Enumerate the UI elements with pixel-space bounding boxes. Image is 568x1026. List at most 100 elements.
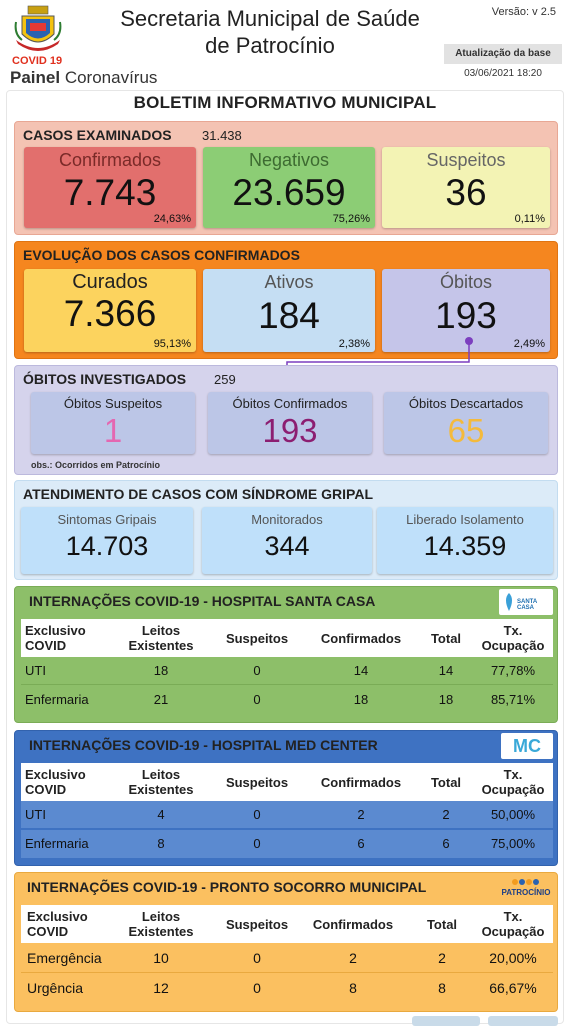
th-confirmados: Confirmados xyxy=(312,917,394,932)
card-label: Curados xyxy=(72,271,148,293)
card-obitos[interactable]: Óbitos 193 2,49% xyxy=(382,269,550,352)
cell-tx: 77,78% xyxy=(490,663,536,678)
th-tx-ocupacao: Tx. Ocupação xyxy=(481,623,545,653)
cell-tx: 66,67% xyxy=(489,980,537,996)
cell-setor: Enfermaria xyxy=(25,692,89,707)
santa-casa-logo-text: SANTA CASA xyxy=(517,599,537,611)
card-negativos[interactable]: Negativos 23.659 75,26% xyxy=(203,147,375,228)
painel-rest: Coronavírus xyxy=(64,68,158,87)
santa-casa-title: INTERNAÇÕES COVID-19 - HOSPITAL SANTA CA… xyxy=(29,593,376,609)
card-value: 193 xyxy=(262,412,318,449)
cell-tx: 20,00% xyxy=(489,950,537,966)
cell-leitos: 18 xyxy=(153,663,169,678)
update-date: 03/06/2021 18:20 xyxy=(464,68,542,79)
cell-setor: UTI xyxy=(25,663,46,678)
card-obitos-descartados[interactable]: Óbitos Descartados 65 xyxy=(384,392,548,454)
med-center-table-header: Exclusivo COVID Leitos Existentes Suspei… xyxy=(21,763,553,801)
obitos-investigados-panel: ÓBITOS INVESTIGADOS 259 Óbitos Suspeitos… xyxy=(14,365,558,475)
card-pct: 2,49% xyxy=(513,338,545,350)
obitos-investigados-total: 259 xyxy=(214,372,236,387)
card-label: Óbitos Descartados xyxy=(408,396,524,411)
table-row[interactable]: Urgência 12 0 8 8 66,67% xyxy=(21,973,553,1003)
santa-casa-table-header: Exclusivo COVID Leitos Existentes Suspei… xyxy=(21,619,553,657)
card-label: Sintomas Gripais xyxy=(57,512,157,527)
th-leitos: Leitos Existentes xyxy=(128,623,194,653)
card-suspeitos[interactable]: Suspeitos 36 0,11% xyxy=(382,147,550,228)
card-value: 7.366 xyxy=(63,293,157,334)
cell-suspeitos: 0 xyxy=(253,663,261,678)
card-value: 14.359 xyxy=(423,531,507,561)
card-obitos-confirmados[interactable]: Óbitos Confirmados 193 xyxy=(208,392,372,454)
card-value: 1 xyxy=(103,412,123,449)
cell-total: 14 xyxy=(438,663,454,678)
evolucao-panel: EVOLUÇÃO DOS CASOS CONFIRMADOS Curados 7… xyxy=(14,241,558,359)
card-value: 193 xyxy=(435,295,497,336)
th-tx-ocupacao: Tx. Ocupação xyxy=(481,767,545,797)
pronto-socorro-panel: INTERNAÇÕES COVID-19 - PRONTO SOCORRO MU… xyxy=(14,872,558,1012)
card-pct: 95,13% xyxy=(153,338,191,350)
card-curados[interactable]: Curados 7.366 95,13% xyxy=(24,269,196,352)
cell-total: 8 xyxy=(438,980,446,996)
header: COVID 19 Painel Coronavírus Secretaria M… xyxy=(0,0,568,92)
card-pct: 24,63% xyxy=(153,213,191,225)
card-monitorados[interactable]: Monitorados 344 xyxy=(202,507,372,574)
sindrome-gripal-panel: ATENDIMENTO DE CASOS COM SÍNDROME GRIPAL… xyxy=(14,480,558,580)
title-line-1: Secretaria Municipal de Saúde xyxy=(120,6,420,31)
evolucao-title: EVOLUÇÃO DOS CASOS CONFIRMADOS xyxy=(23,247,300,263)
obitos-investigados-title: ÓBITOS INVESTIGADOS xyxy=(23,371,187,387)
cell-suspeitos: 0 xyxy=(253,950,261,966)
cell-setor: UTI xyxy=(25,807,46,822)
cell-confirmados: 2 xyxy=(349,950,357,966)
bottom-button-left[interactable] xyxy=(412,1016,480,1026)
table-row[interactable]: UTI 18 0 14 14 77,78% xyxy=(21,657,553,685)
th-total: Total xyxy=(430,631,462,646)
card-label: Ativos xyxy=(264,272,314,292)
card-value: 65 xyxy=(447,412,485,449)
card-pct: 0,11% xyxy=(514,213,545,225)
cell-leitos: 10 xyxy=(153,950,169,966)
th-total: Total xyxy=(426,917,458,932)
santa-casa-logo-icon xyxy=(506,593,512,611)
painel-bold: Painel xyxy=(10,68,61,87)
patrocinio-logo: PATROCÍNIO xyxy=(497,877,555,901)
cell-tx: 75,00% xyxy=(490,836,536,851)
cell-setor: Enfermaria xyxy=(25,836,89,851)
cell-setor: Emergência xyxy=(27,950,102,966)
cell-suspeitos: 0 xyxy=(253,980,261,996)
cell-leitos: 8 xyxy=(157,836,165,851)
card-obitos-suspeitos[interactable]: Óbitos Suspeitos 1 xyxy=(31,392,195,454)
update-label: Atualização da base xyxy=(444,44,562,64)
th-exclusivo: Exclusivo COVID xyxy=(27,909,88,939)
cell-setor: Urgência xyxy=(27,980,84,996)
cell-suspeitos: 0 xyxy=(253,836,261,851)
santa-casa-panel: INTERNAÇÕES COVID-19 - HOSPITAL SANTA CA… xyxy=(14,586,558,723)
cell-confirmados: 2 xyxy=(357,807,365,822)
th-confirmados: Confirmados xyxy=(320,631,402,646)
med-center-logo-text: MC xyxy=(513,736,541,756)
patrocinio-logo-text: PATROCÍNIO xyxy=(501,888,551,897)
table-row[interactable]: Enfermaria 8 0 6 6 75,00% xyxy=(21,830,553,858)
card-ativos[interactable]: Ativos 184 2,38% xyxy=(203,269,375,352)
card-value: 23.659 xyxy=(232,172,346,213)
card-liberado-isolamento[interactable]: Liberado Isolamento 14.359 xyxy=(377,507,553,574)
card-label: Liberado Isolamento xyxy=(406,512,524,527)
th-exclusivo: Exclusivo COVID xyxy=(25,767,86,797)
card-confirmados[interactable]: Confirmados 7.743 24,63% xyxy=(24,147,196,228)
cell-confirmados: 14 xyxy=(353,663,369,678)
cell-confirmados: 6 xyxy=(357,836,365,851)
table-row[interactable]: UTI 4 0 2 2 50,00% xyxy=(21,801,553,829)
card-pct: 2,38% xyxy=(338,338,370,350)
table-row[interactable]: Emergência 10 0 2 2 20,00% xyxy=(21,943,553,973)
card-sintomas-gripais[interactable]: Sintomas Gripais 14.703 xyxy=(21,507,193,574)
table-row[interactable]: Enfermaria 21 0 18 18 85,71% xyxy=(21,686,553,714)
bottom-button-right[interactable] xyxy=(488,1016,558,1026)
th-total: Total xyxy=(430,775,462,790)
pronto-socorro-title: INTERNAÇÕES COVID-19 - PRONTO SOCORRO MU… xyxy=(27,879,427,895)
cell-leitos: 4 xyxy=(157,807,165,822)
cell-confirmados: 8 xyxy=(349,980,357,996)
boletim-title: BOLETIM INFORMATIVO MUNICIPAL xyxy=(133,93,437,112)
card-label: Negativos xyxy=(248,150,330,170)
th-exclusivo: Exclusivo COVID xyxy=(25,623,86,653)
card-value: 36 xyxy=(445,172,487,213)
card-label: Óbitos Suspeitos xyxy=(63,396,163,411)
